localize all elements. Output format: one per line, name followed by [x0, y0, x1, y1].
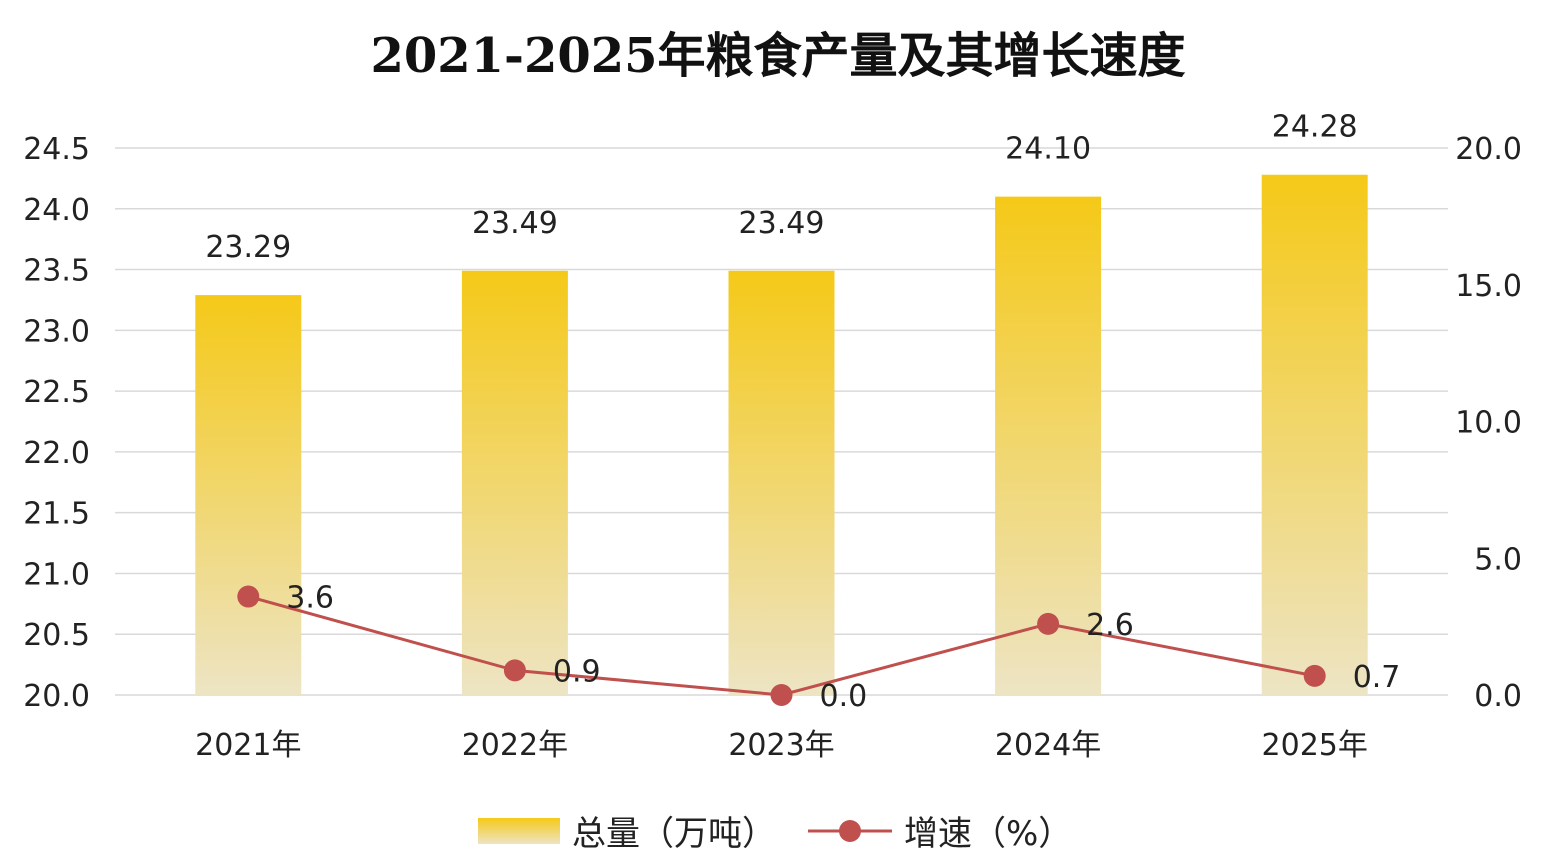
legend: 总量（万吨） 增速（%）: [478, 814, 1072, 854]
line-value-label: 0.0: [820, 679, 868, 714]
line-value-label: 3.6: [286, 581, 334, 616]
line-value-label: 0.9: [553, 654, 601, 689]
bar-value-label: 24.10: [1005, 132, 1091, 167]
right-tick-label: 10.0: [1455, 406, 1522, 441]
x-tick-label: 2025年: [1262, 728, 1368, 763]
left-tick-label: 24.0: [23, 193, 90, 228]
right-tick-label: 5.0: [1474, 542, 1522, 577]
line-point: [1037, 612, 1060, 635]
line-series: [237, 585, 1326, 706]
left-tick-label: 23.5: [23, 254, 90, 289]
bar-data-labels: 23.29 23.49 23.49 24.10 24.28: [205, 110, 1357, 265]
legend-bar-label: 总量（万吨）: [572, 814, 776, 854]
x-axis: 2021年 2022年 2023年 2024年 2025年: [195, 728, 1368, 763]
left-tick-label: 22.0: [23, 436, 90, 471]
chart-title: 2021-2025年粮食产量及其增长速度: [370, 28, 1185, 84]
left-tick-label: 24.5: [23, 132, 90, 167]
bar: [728, 270, 835, 695]
left-tick-label: 20.0: [23, 679, 90, 714]
bar-value-label: 24.28: [1272, 110, 1358, 145]
bar: [995, 196, 1102, 695]
line-value-label: 0.7: [1353, 660, 1401, 695]
legend-bar-swatch: [478, 818, 560, 844]
left-tick-label: 22.5: [23, 375, 90, 410]
bar-series: [195, 174, 1368, 696]
left-tick-label: 20.5: [23, 618, 90, 653]
x-tick-label: 2021年: [195, 728, 301, 763]
line-point: [770, 684, 793, 706]
bar: [195, 295, 302, 695]
bar-value-label: 23.49: [472, 206, 558, 241]
line-point: [1303, 664, 1326, 687]
x-tick-label: 2023年: [728, 728, 834, 763]
line-value-label: 2.6: [1086, 608, 1134, 643]
bar: [1261, 174, 1368, 696]
line-data-labels: 3.6 0.9 0.0 2.6 0.7: [286, 581, 1400, 714]
right-tick-label: 15.0: [1455, 269, 1522, 304]
right-tick-label: 0.0: [1474, 679, 1522, 714]
line-point: [237, 585, 260, 608]
x-tick-label: 2022年: [462, 728, 568, 763]
x-tick-label: 2024年: [995, 728, 1101, 763]
legend-line-marker: [839, 820, 861, 842]
line-point: [503, 659, 526, 682]
bar: [461, 270, 568, 695]
legend-line-label: 增速（%）: [904, 814, 1072, 854]
left-tick-label: 21.0: [23, 557, 90, 592]
bar-value-label: 23.29: [205, 230, 291, 265]
left-tick-label: 21.5: [23, 497, 90, 532]
right-tick-label: 20.0: [1455, 132, 1522, 167]
left-tick-label: 23.0: [23, 314, 90, 349]
left-axis: 20.0 20.5 21.0 21.5 22.0 22.5 23.0 23.5 24.0 24.5: [23, 132, 90, 714]
right-axis: 0.0 5.0 10.0 15.0 20.0: [1455, 132, 1522, 714]
bar-value-label: 23.49: [739, 206, 825, 241]
